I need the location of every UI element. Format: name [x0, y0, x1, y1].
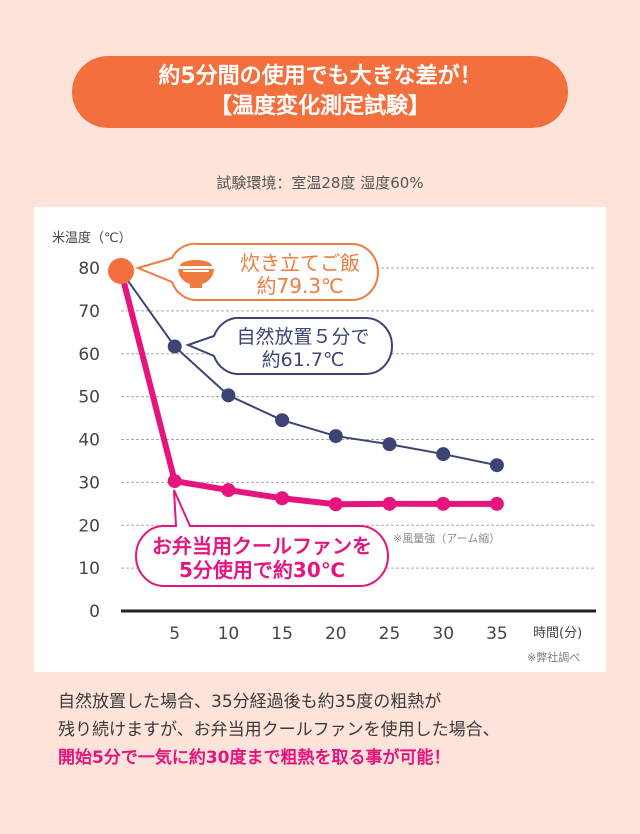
y-tick-label: 10 — [78, 559, 100, 579]
source-note: ※弊社調べ — [527, 650, 580, 664]
x-tick-label: 35 — [486, 624, 508, 644]
description-line-1: 自然放置した場合、35分経過後も約35度の粗熱が — [58, 692, 442, 712]
data-point — [167, 339, 182, 354]
description-highlight: 開始5分で一気に約30度まで粗熱を取る事が可能！ — [58, 748, 451, 768]
x-tick-label: 20 — [325, 624, 347, 644]
start-callout-line2: 約79.3℃ — [257, 274, 344, 298]
x-tick-label: 15 — [271, 624, 293, 644]
y-tick-label: 0 — [89, 602, 100, 622]
data-point — [221, 388, 236, 403]
y-tick-label: 30 — [78, 473, 100, 493]
data-point — [275, 491, 290, 506]
y-tick-label: 50 — [78, 388, 100, 408]
rice-bowl-icon — [178, 260, 214, 288]
data-point — [167, 474, 182, 489]
data-point — [382, 496, 397, 511]
data-point — [436, 447, 451, 462]
y-tick-label: 20 — [78, 516, 100, 536]
data-point — [382, 437, 397, 452]
title-line-1: 約5分間の使用でも大きな差が！ — [158, 64, 482, 89]
fan-callout-line2: 5分使用で約30℃ — [179, 558, 345, 582]
natural-callout-line1: 自然放置５分で — [236, 326, 369, 348]
data-point — [436, 496, 451, 511]
y-axis-label: 米温度（℃） — [52, 230, 132, 246]
fan-callout: お弁当用クールファンを 5分使用で約30℃ — [135, 489, 389, 587]
title-banner: 約5分間の使用でも大きな差が！ 【温度変化測定試験】 — [72, 56, 568, 128]
start-callout-line1: 炊き立てご飯 — [240, 251, 360, 275]
natural-callout-line2: 約61.7℃ — [262, 349, 345, 371]
fan-note: ※風量強（アーム縮） — [393, 531, 500, 545]
description: 自然放置した場合、35分経過後も約35度の粗熱が 残り続けますが、お弁当用クール… — [58, 688, 618, 772]
y-tick-label: 40 — [78, 431, 100, 451]
description-line-2: 残り続けますが、お弁当用クールファンを使用した場合、 — [58, 720, 500, 740]
x-tick-label: 30 — [432, 624, 454, 644]
x-tick-label: 25 — [379, 624, 401, 644]
y-tick-label: 80 — [78, 259, 100, 279]
y-tick-label: 60 — [78, 345, 100, 365]
data-point — [328, 497, 343, 512]
natural-callout: 自然放置５分で 約61.7℃ — [185, 316, 393, 376]
start-point — [108, 258, 134, 285]
series-line-0 — [120, 270, 498, 467]
title-line-2: 【温度変化測定試験】 — [209, 94, 430, 119]
data-point — [328, 429, 343, 444]
data-point — [221, 483, 236, 498]
data-point — [275, 413, 290, 428]
y-tick-label: 70 — [78, 302, 100, 322]
x-tick-label: 10 — [218, 624, 240, 644]
series-line-1 — [118, 270, 497, 508]
test-environment: 試験環境：室温28度 湿度60% — [216, 174, 424, 192]
data-point — [489, 458, 504, 473]
start-callout: 炊き立てご飯 約79.3℃ — [134, 242, 379, 302]
fan-callout-line1: お弁当用クールファンを — [152, 534, 372, 558]
x-axis-label: 時間(分) — [533, 626, 582, 641]
x-tick-label: 5 — [169, 624, 180, 644]
data-point — [489, 496, 504, 511]
